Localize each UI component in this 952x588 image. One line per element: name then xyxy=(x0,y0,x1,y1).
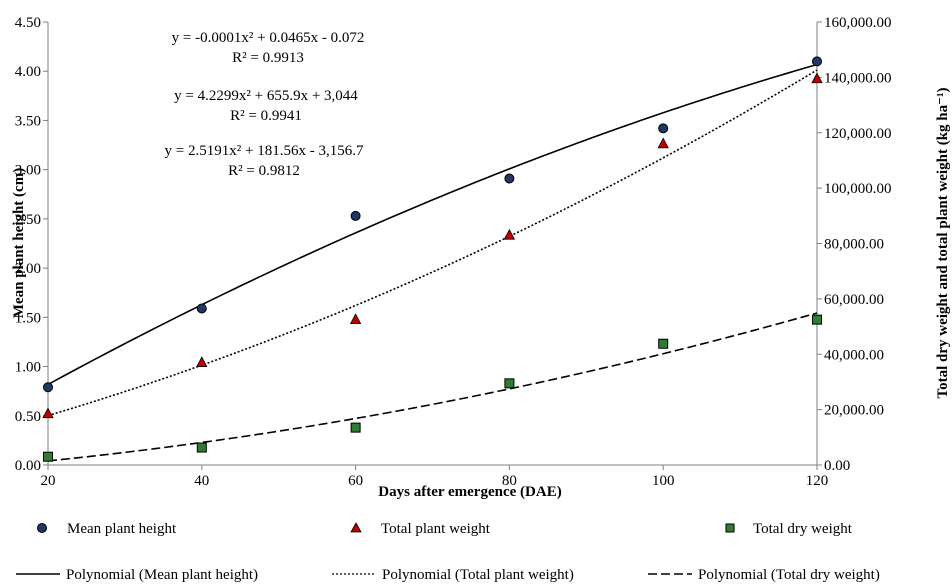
y-tick-label: 0.00 xyxy=(15,458,41,474)
mean-height-point xyxy=(812,56,822,67)
legend-label-poly-dry-weight: Polynomial (Total dry weight) xyxy=(698,567,880,583)
y2-tick-label: 0.00 xyxy=(824,458,850,474)
x-tick-label: 100 xyxy=(652,473,675,489)
trendline-dry-weight xyxy=(47,312,818,462)
dry-weight-point xyxy=(350,422,361,433)
plant-weight-point xyxy=(811,72,823,84)
y-tick-label: 1.50 xyxy=(15,310,41,326)
legend-marker-mean-height xyxy=(37,523,47,533)
y-tick-label: 3.00 xyxy=(15,163,41,179)
y-tick-label: 4.50 xyxy=(15,15,41,31)
dry-weight-point xyxy=(812,314,822,325)
trendline-layer xyxy=(47,63,818,462)
plant-weight-point xyxy=(349,313,362,325)
plant-weight-point xyxy=(196,356,208,367)
plant-weight-point xyxy=(503,228,516,240)
annotation-layer: Days after emergence (DAE) Mean plant he… xyxy=(11,30,951,500)
y2-tick-label: 120,000.00 xyxy=(824,126,892,142)
y-tick-label: 0.50 xyxy=(15,409,41,425)
legend-label-poly-mean-height: Polynomial (Mean plant height) xyxy=(66,567,258,583)
x-axis-title: Days after emergence (DAE) xyxy=(378,484,561,500)
y-tick-label: 2.50 xyxy=(15,212,41,228)
y-tick-label: 2.00 xyxy=(15,261,41,277)
marker-layer xyxy=(42,56,823,462)
y-tick-label: 4.00 xyxy=(15,64,41,80)
mean-height-point xyxy=(350,210,361,221)
y-tick-label: 3.50 xyxy=(15,113,41,129)
y2-tick-label: 60,000.00 xyxy=(824,292,884,308)
y-tick-label: 1.00 xyxy=(15,360,41,376)
dry-weight-point xyxy=(43,451,53,462)
trendline-r2-mean-height: R² = 0.9913 xyxy=(232,50,304,66)
dry-weight-point xyxy=(504,378,515,389)
legend-label-plant-weight: Total plant weight xyxy=(381,521,491,537)
y-axis-title: Mean plant height (cm) xyxy=(11,168,27,318)
legend-marker-plant-weight xyxy=(350,522,362,533)
trendline-equation-plant-weight: y = 4.2299x² + 655.9x + 3,044 xyxy=(174,88,358,104)
legend: Mean plant height Total plant weight Tot… xyxy=(16,521,880,583)
trendline-r2-plant-weight: R² = 0.9941 xyxy=(230,108,302,124)
legend-label-mean-height: Mean plant height xyxy=(67,521,177,537)
y2-tick-label: 160,000.00 xyxy=(824,15,892,31)
legend-label-poly-plant-weight: Polynomial (Total plant weight) xyxy=(382,567,574,583)
x-tick-label: 120 xyxy=(806,473,829,489)
mean-height-point xyxy=(196,303,207,314)
y2-tick-label: 80,000.00 xyxy=(824,237,884,253)
x-tick-label: 20 xyxy=(41,473,56,489)
mean-height-point xyxy=(43,382,53,393)
legend-marker-dry-weight xyxy=(725,523,735,533)
axes-layer: 20 40 60 80 100 1200.000.501.001.502.002.503.… xyxy=(15,15,892,489)
legend-label-dry-weight: Total dry weight xyxy=(753,521,853,537)
y2-tick-label: 100,000.00 xyxy=(824,181,892,197)
dry-weight-point xyxy=(196,442,207,453)
x-tick-label: 60 xyxy=(348,473,363,489)
trendline-equation-mean-height: y = -0.0001x² + 0.0465x - 0.072 xyxy=(172,30,365,46)
trendline-mean-height xyxy=(47,63,818,386)
y2-tick-label: 40,000.00 xyxy=(824,347,884,363)
trendline-equation-dry-weight: y = 2.5191x² + 181.56x - 3,156.7 xyxy=(165,143,364,159)
mean-height-point xyxy=(504,173,515,184)
plant-weight-point xyxy=(42,407,54,419)
trendline-plant-weight xyxy=(47,69,818,417)
y2-tick-label: 20,000.00 xyxy=(824,403,884,419)
x-tick-label: 40 xyxy=(194,473,209,489)
plant-weight-point xyxy=(657,137,669,149)
y2-tick-label: 140,000.00 xyxy=(824,70,892,86)
y2-axis-title: Total dry weight and total plant weight … xyxy=(935,87,951,398)
dry-weight-point xyxy=(658,338,669,349)
mean-height-point xyxy=(658,123,669,134)
trendline-r2-dry-weight: R² = 0.9812 xyxy=(228,163,300,179)
x-tick-label: 80 xyxy=(502,473,517,489)
